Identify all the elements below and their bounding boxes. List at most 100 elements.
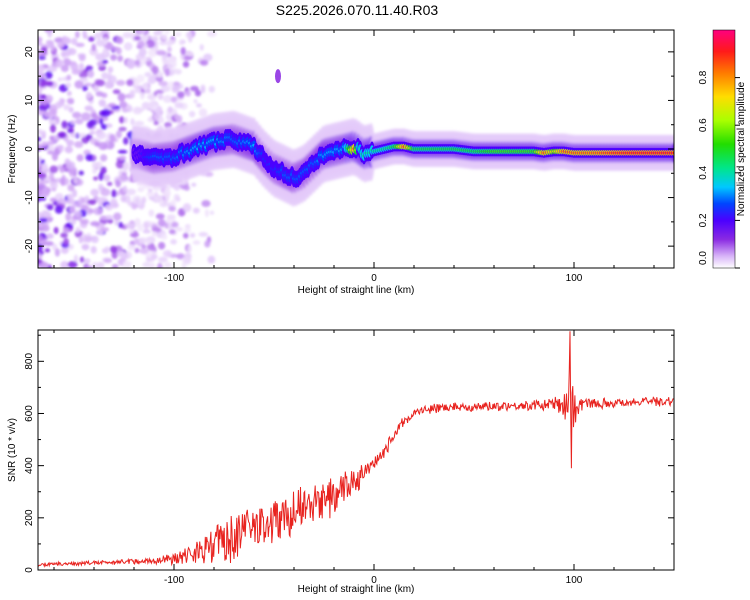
noise-blob bbox=[38, 235, 44, 242]
noise-blob bbox=[164, 67, 170, 77]
noise-blob bbox=[184, 227, 192, 233]
noise-blob bbox=[142, 229, 151, 234]
noise-blob bbox=[115, 159, 125, 169]
noise-blob bbox=[54, 147, 60, 155]
noise-blob bbox=[78, 170, 84, 176]
noise-blob bbox=[184, 224, 191, 229]
noise-blob bbox=[38, 191, 43, 197]
noise-blob bbox=[120, 195, 127, 203]
noise-blob bbox=[47, 30, 53, 38]
noise-blob bbox=[177, 91, 185, 99]
noise-blob bbox=[166, 40, 173, 47]
noise-blob bbox=[40, 51, 46, 57]
noise-blob bbox=[117, 174, 127, 183]
noise-blob bbox=[108, 103, 117, 108]
noise-blob bbox=[165, 189, 170, 194]
noise-blob bbox=[199, 59, 209, 66]
noise-blob bbox=[185, 90, 191, 97]
noise-blob bbox=[59, 166, 66, 173]
colorbar-tick-label: 0.2 bbox=[698, 213, 709, 227]
snr-line bbox=[38, 331, 674, 568]
noise-blob bbox=[93, 176, 99, 181]
noise-blob bbox=[38, 72, 41, 79]
noise-blob bbox=[133, 238, 140, 245]
noise-blob bbox=[78, 235, 84, 244]
noise-blob bbox=[118, 126, 127, 132]
noise-blob bbox=[38, 136, 42, 142]
noise-blob bbox=[115, 36, 124, 45]
noise-blob bbox=[114, 220, 119, 226]
noise-blob bbox=[157, 241, 166, 250]
noise-blob bbox=[71, 37, 78, 46]
noise-blob bbox=[96, 196, 107, 203]
noise-blob bbox=[63, 104, 71, 111]
noise-blob bbox=[66, 193, 75, 200]
noise-blob bbox=[84, 105, 94, 112]
noise-blob bbox=[75, 42, 85, 48]
noise-blob bbox=[122, 260, 131, 268]
noise-blob bbox=[38, 41, 43, 47]
noise-blob bbox=[72, 111, 82, 119]
noise-blob bbox=[54, 248, 60, 257]
noise-blob bbox=[123, 42, 133, 51]
noise-blob bbox=[75, 31, 80, 39]
noise-blob bbox=[117, 55, 124, 62]
y-tick-label: 0 bbox=[24, 567, 35, 573]
noise-blob bbox=[38, 183, 47, 189]
noise-blob bbox=[182, 61, 190, 68]
noise-blob bbox=[91, 112, 98, 119]
noise-blob bbox=[40, 190, 50, 198]
snr-panel: -100 0 100 0 200 400 600 800 Height of straight… bbox=[7, 329, 675, 595]
noise-blob bbox=[107, 218, 114, 224]
noise-blob bbox=[95, 53, 106, 61]
noise-blob bbox=[62, 227, 70, 234]
noise-blob bbox=[64, 58, 72, 67]
noise-blob bbox=[103, 36, 108, 46]
noise-blob bbox=[38, 104, 46, 111]
noise-blob bbox=[162, 249, 173, 257]
noise-blob bbox=[199, 44, 204, 51]
noise-blob bbox=[66, 139, 75, 147]
noise-blob bbox=[86, 121, 94, 129]
noise-blob bbox=[208, 85, 215, 93]
noise-blob bbox=[70, 62, 79, 72]
noise-blob bbox=[76, 154, 84, 162]
noise-blob bbox=[204, 209, 209, 218]
noise-blob bbox=[147, 76, 156, 85]
noise-blob bbox=[49, 135, 54, 141]
noise-blob bbox=[139, 35, 149, 42]
noise-blob bbox=[45, 43, 54, 49]
noise-blob bbox=[95, 38, 104, 47]
y-tick-label: -20 bbox=[24, 238, 35, 253]
noise-blob bbox=[57, 77, 63, 82]
noise-blob bbox=[38, 36, 43, 43]
noise-blob bbox=[98, 99, 107, 107]
snr-frame bbox=[37, 329, 675, 571]
noise-blob bbox=[60, 232, 68, 238]
noise-blob bbox=[129, 232, 140, 238]
noise-blob bbox=[46, 140, 55, 146]
noise-blob bbox=[75, 226, 81, 233]
noise-blob bbox=[85, 134, 93, 141]
noise-blob bbox=[104, 246, 110, 252]
x-tick-label: -100 bbox=[164, 575, 184, 586]
noise-blob bbox=[81, 243, 90, 251]
noise-blob bbox=[85, 235, 92, 243]
noise-blob bbox=[163, 262, 172, 268]
noise-blob bbox=[161, 34, 168, 41]
noise-blob bbox=[151, 73, 159, 79]
noise-blob bbox=[78, 133, 87, 138]
snr-ticks: -100 0 100 0 200 400 600 800 bbox=[24, 330, 674, 586]
noise-blob bbox=[183, 256, 192, 265]
colorbar-tick-label: 0.4 bbox=[698, 165, 709, 179]
noise-blob bbox=[137, 186, 145, 193]
noise-blob bbox=[38, 258, 43, 265]
noise-blob bbox=[61, 120, 68, 129]
noise-blob bbox=[56, 41, 65, 48]
noise-blob bbox=[89, 130, 96, 135]
noise-blob bbox=[78, 62, 85, 72]
noise-blob bbox=[107, 75, 117, 84]
noise-blob bbox=[102, 59, 109, 64]
noise-blob bbox=[209, 210, 215, 215]
